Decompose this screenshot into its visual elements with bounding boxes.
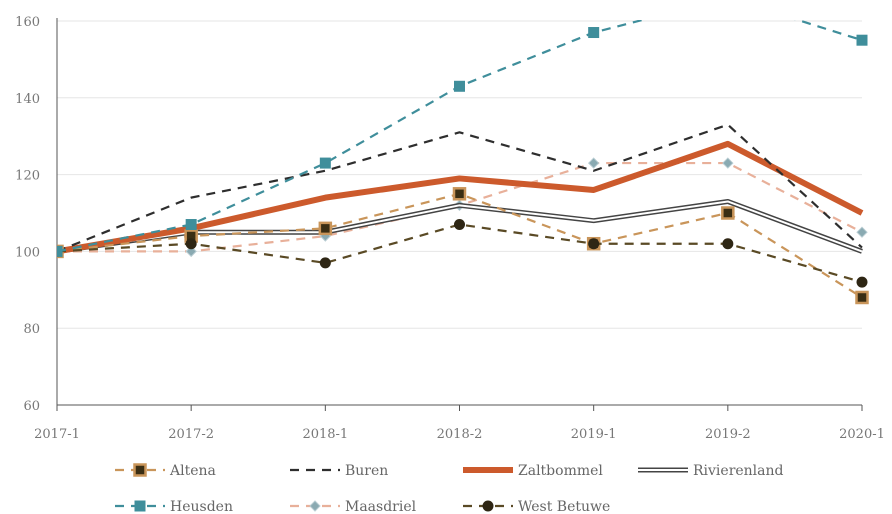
legend-marker	[134, 500, 146, 512]
x-tick-label: 2018-1	[302, 427, 348, 442]
x-tick-label: 2019-2	[705, 427, 751, 442]
data-point	[452, 187, 467, 201]
x-tick-label: 2017-1	[34, 427, 80, 442]
data-point	[319, 157, 331, 169]
y-tick-label: 100	[15, 245, 40, 260]
data-point	[855, 290, 869, 305]
legend-marker	[482, 500, 494, 512]
legend: Altena Buren Zaltbommel Rivierenland Heusden…	[115, 463, 784, 514]
series-heusden	[57, 0, 868, 257]
data-point	[722, 0, 733, 3]
data-point	[319, 257, 331, 269]
axes	[56, 18, 862, 406]
data-point	[856, 276, 868, 288]
data-point	[318, 221, 333, 236]
data-point	[185, 219, 197, 231]
legend-item-maasdriel: Maasdriel	[290, 499, 417, 514]
y-tick-label: 120	[15, 169, 40, 184]
data-point	[722, 238, 734, 250]
legend-label: Maasdriel	[345, 499, 417, 514]
data-point	[588, 238, 600, 250]
legend-label: Rivierenland	[693, 463, 784, 479]
series-buren	[57, 123, 863, 253]
data-point	[454, 219, 465, 231]
data-point	[57, 245, 63, 257]
data-point	[454, 80, 465, 92]
y-tick-label: 160	[15, 15, 40, 30]
legend-item-altena: Altena	[115, 463, 216, 479]
y-axis-ticks: 60 80 100 120 140 160	[15, 15, 40, 414]
data-point	[721, 206, 735, 220]
legend-item-west-betuwe: West Betuwe	[463, 499, 610, 514]
y-tick-label: 80	[23, 322, 40, 337]
data-point	[185, 238, 197, 250]
legend-label: Buren	[345, 463, 388, 479]
legend-label: Zaltbommel	[518, 463, 603, 479]
data-point	[588, 27, 600, 39]
x-tick-label: 2018-2	[437, 427, 483, 442]
legend-label: Altena	[169, 463, 216, 479]
legend-item-buren: Buren	[290, 463, 388, 479]
legend-label: West Betuwe	[518, 499, 610, 514]
legend-item-zaltbommel: Zaltbommel	[463, 463, 603, 479]
x-tick-label: 2019-1	[571, 427, 617, 442]
legend-label: Heusden	[170, 499, 233, 514]
series-line	[57, 20, 863, 253]
data-point	[185, 245, 197, 258]
legend-marker	[309, 500, 321, 512]
y-tick-label: 60	[23, 399, 40, 414]
y-tick-label: 140	[15, 92, 40, 107]
legend-marker	[133, 463, 147, 477]
x-tick-label: 2020-1	[839, 427, 885, 442]
series-line	[57, 123, 863, 253]
x-axis-ticks: 2017-1 2017-2 2018-1 2018-2 2019-1 2019-2 2020…	[34, 405, 885, 442]
legend-item-heusden: Heusden	[115, 499, 233, 514]
data-point	[856, 34, 868, 46]
data-point	[856, 226, 868, 238]
gridlines	[57, 20, 862, 329]
series-layer	[57, 0, 869, 305]
x-tick-label: 2017-2	[168, 427, 214, 442]
data-point	[722, 157, 734, 169]
legend-item-rivierenland: Rivierenland	[638, 463, 784, 479]
data-point	[587, 157, 600, 169]
